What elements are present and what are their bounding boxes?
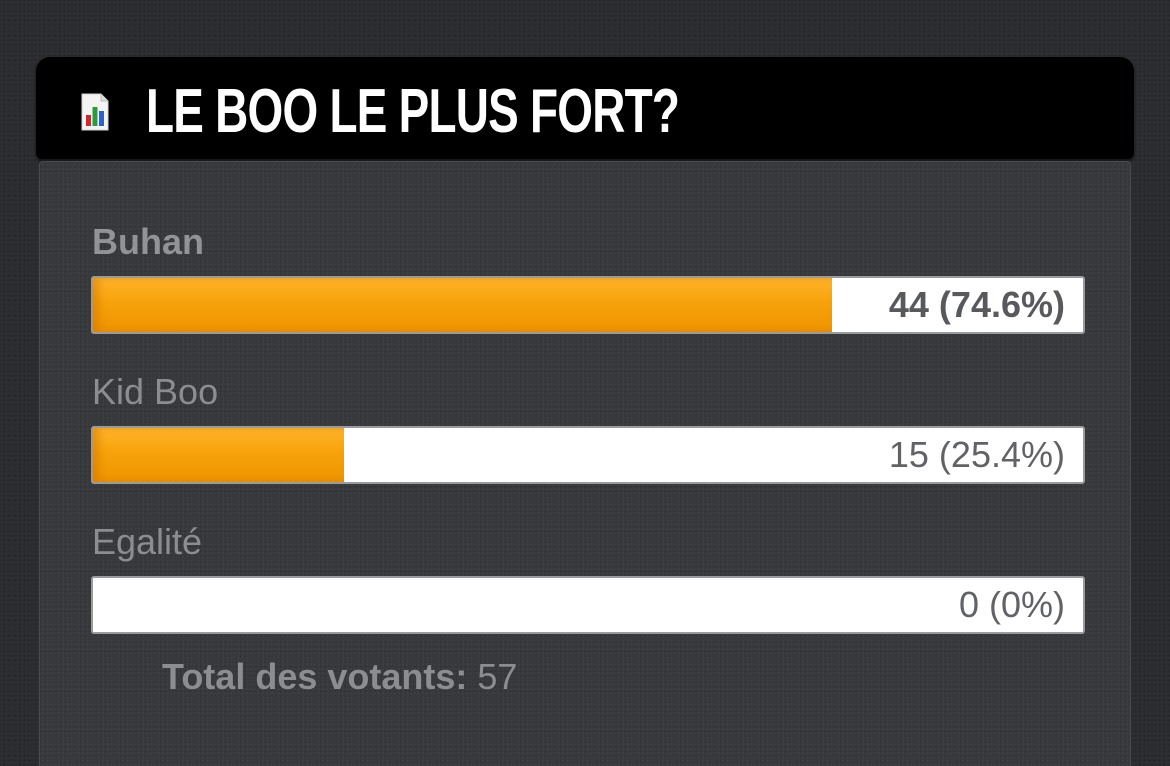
result-bar-fill: [93, 428, 345, 482]
result-bar-kid-boo: 15 (25.4%): [91, 426, 1085, 484]
total-voters-value: 57: [477, 656, 518, 697]
result-bar-egalite: 0 (0%): [91, 576, 1085, 634]
result-value-kid-boo: 15 (25.4%): [888, 434, 1065, 475]
total-voters-label: Total des votants:: [162, 656, 468, 697]
poll-title: LE BOO LE PLUS FORT?: [146, 77, 680, 146]
option-label-buhan: Buhan: [92, 221, 204, 262]
poll-header: LE BOO LE PLUS FORT?: [36, 57, 1134, 159]
result-bar-fill: [93, 278, 832, 332]
poll-widget: LE BOO LE PLUS FORT? Buhan 44 (74.6%) Ki…: [36, 57, 1134, 766]
poll-results: Buhan 44 (74.6%) Kid Boo 15 (25.4%) Egal…: [39, 161, 1131, 766]
result-value-egalite: 0 (0%): [958, 584, 1065, 625]
bar-chart-icon: [81, 93, 109, 131]
option-label-egalite: Egalité: [92, 521, 203, 562]
result-bar-buhan: 44 (74.6%): [91, 276, 1085, 334]
option-label-kid-boo: Kid Boo: [92, 371, 219, 412]
result-value-buhan: 44 (74.6%): [888, 284, 1065, 325]
total-voters: Total des votants: 57: [162, 657, 517, 697]
